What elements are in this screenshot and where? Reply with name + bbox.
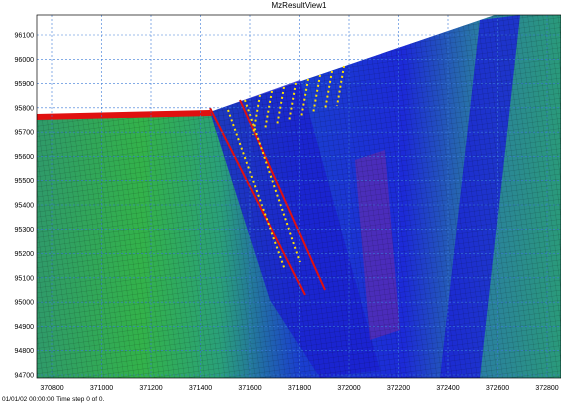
- y-tick-label: 94900: [15, 324, 35, 331]
- y-tick-label: 95900: [15, 81, 35, 88]
- status-bar: 01/01/02 00:00:00 Time step 0 of 0.: [2, 396, 104, 403]
- x-tick-label: 372000: [337, 385, 360, 392]
- y-tick-label: 95200: [15, 251, 35, 258]
- y-tick-label: 94700: [15, 373, 35, 380]
- view-title: MzResultView1: [272, 1, 328, 10]
- y-tick-label: 95600: [15, 154, 35, 161]
- y-tick-label: 96100: [15, 33, 35, 40]
- x-tick-label: 371600: [238, 385, 261, 392]
- y-tick-label: 95300: [15, 227, 35, 234]
- x-tick-label: 372400: [436, 385, 459, 392]
- x-tick-label: 371800: [288, 385, 311, 392]
- y-tick-label: 95000: [15, 300, 35, 307]
- y-tick-label: 94800: [15, 348, 35, 355]
- plot-area: [37, 15, 561, 378]
- result-view: MzResultView1 370800 371000 371200 371400 37…: [0, 0, 561, 405]
- y-tick-label: 96000: [15, 57, 35, 64]
- x-tick-label: 371000: [90, 385, 113, 392]
- x-tick-label: 371200: [139, 385, 162, 392]
- y-tick-label: 95100: [15, 275, 35, 282]
- x-tick-label: 372600: [486, 385, 509, 392]
- x-tick-label: 371400: [189, 385, 212, 392]
- x-tick-label: 372200: [387, 385, 410, 392]
- y-tick-label: 95400: [15, 203, 35, 210]
- x-tick-label: 370800: [40, 385, 63, 392]
- y-tick-label: 95800: [15, 105, 35, 112]
- x-tick-label: 372800: [535, 385, 558, 392]
- y-tick-label: 95500: [15, 178, 35, 185]
- y-tick-label: 95700: [15, 130, 35, 137]
